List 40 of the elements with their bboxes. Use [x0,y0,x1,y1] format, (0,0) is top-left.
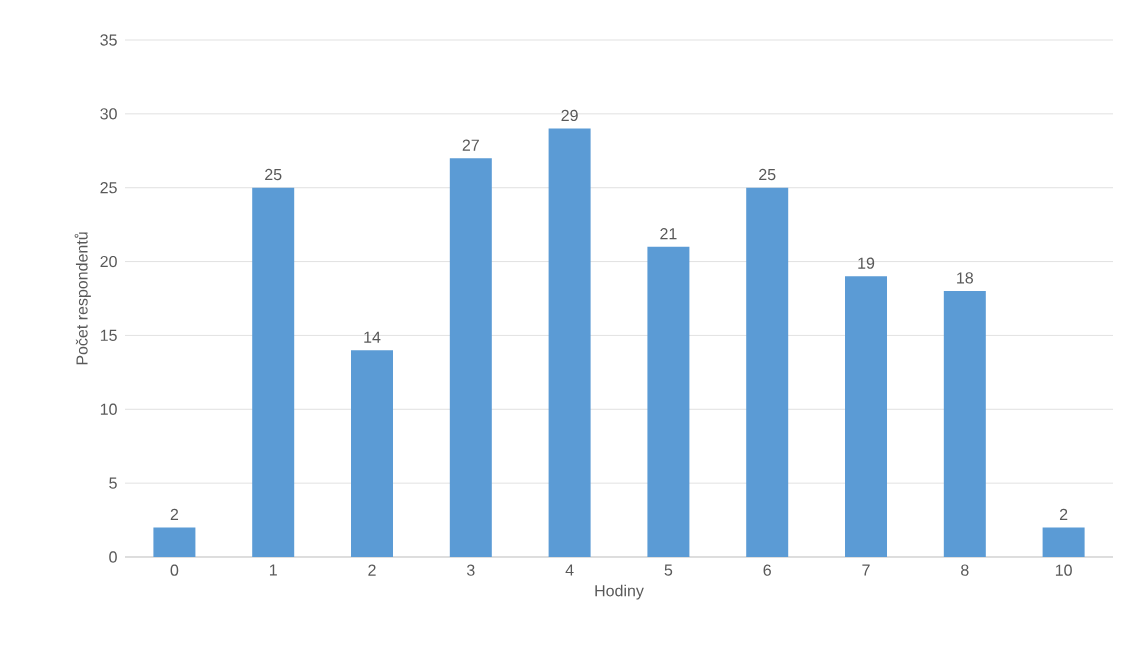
y-tick-label: 5 [109,477,117,489]
y-tick-label: 25 [100,182,117,194]
x-tick-label: 8 [961,564,969,576]
bar [252,187,295,557]
data-label: 25 [759,168,776,181]
x-tick-label: 5 [664,564,673,576]
data-label: 18 [957,272,974,284]
x-tick-label: 2 [368,564,376,576]
bar [943,291,986,557]
x-tick-label: 4 [565,564,574,576]
bar [845,276,888,557]
bar [351,350,393,557]
data-label: 21 [660,228,677,240]
x-tick-label: 0 [170,564,179,576]
data-label: 2 [1059,508,1068,520]
y-tick-label: 35 [100,34,117,46]
data-label: 25 [265,168,282,181]
data-label: 19 [858,257,875,269]
data-label: 27 [462,139,479,151]
y-tick-label: 15 [100,329,117,342]
x-tick-label: 10 [1055,564,1072,576]
bar [548,128,591,557]
bar [746,187,789,557]
data-label: 29 [561,109,578,122]
y-axis-title: Počet respondentů [74,232,91,365]
y-tick-label: 20 [100,255,117,268]
data-label: 2 [170,508,179,520]
x-axis-title: Hodiny [595,584,644,600]
x-tick-label: 6 [763,564,771,576]
y-tick-label: 10 [100,403,117,415]
bar [1042,527,1085,557]
bar [449,158,492,557]
x-tick-label: 7 [862,564,870,576]
x-tick-label: 1 [269,564,277,576]
data-label: 14 [364,331,381,343]
x-tick-label: 3 [466,564,475,576]
bar [647,246,690,557]
y-tick-label: 30 [100,108,117,120]
bar [153,527,196,557]
y-tick-label: 0 [109,551,117,563]
